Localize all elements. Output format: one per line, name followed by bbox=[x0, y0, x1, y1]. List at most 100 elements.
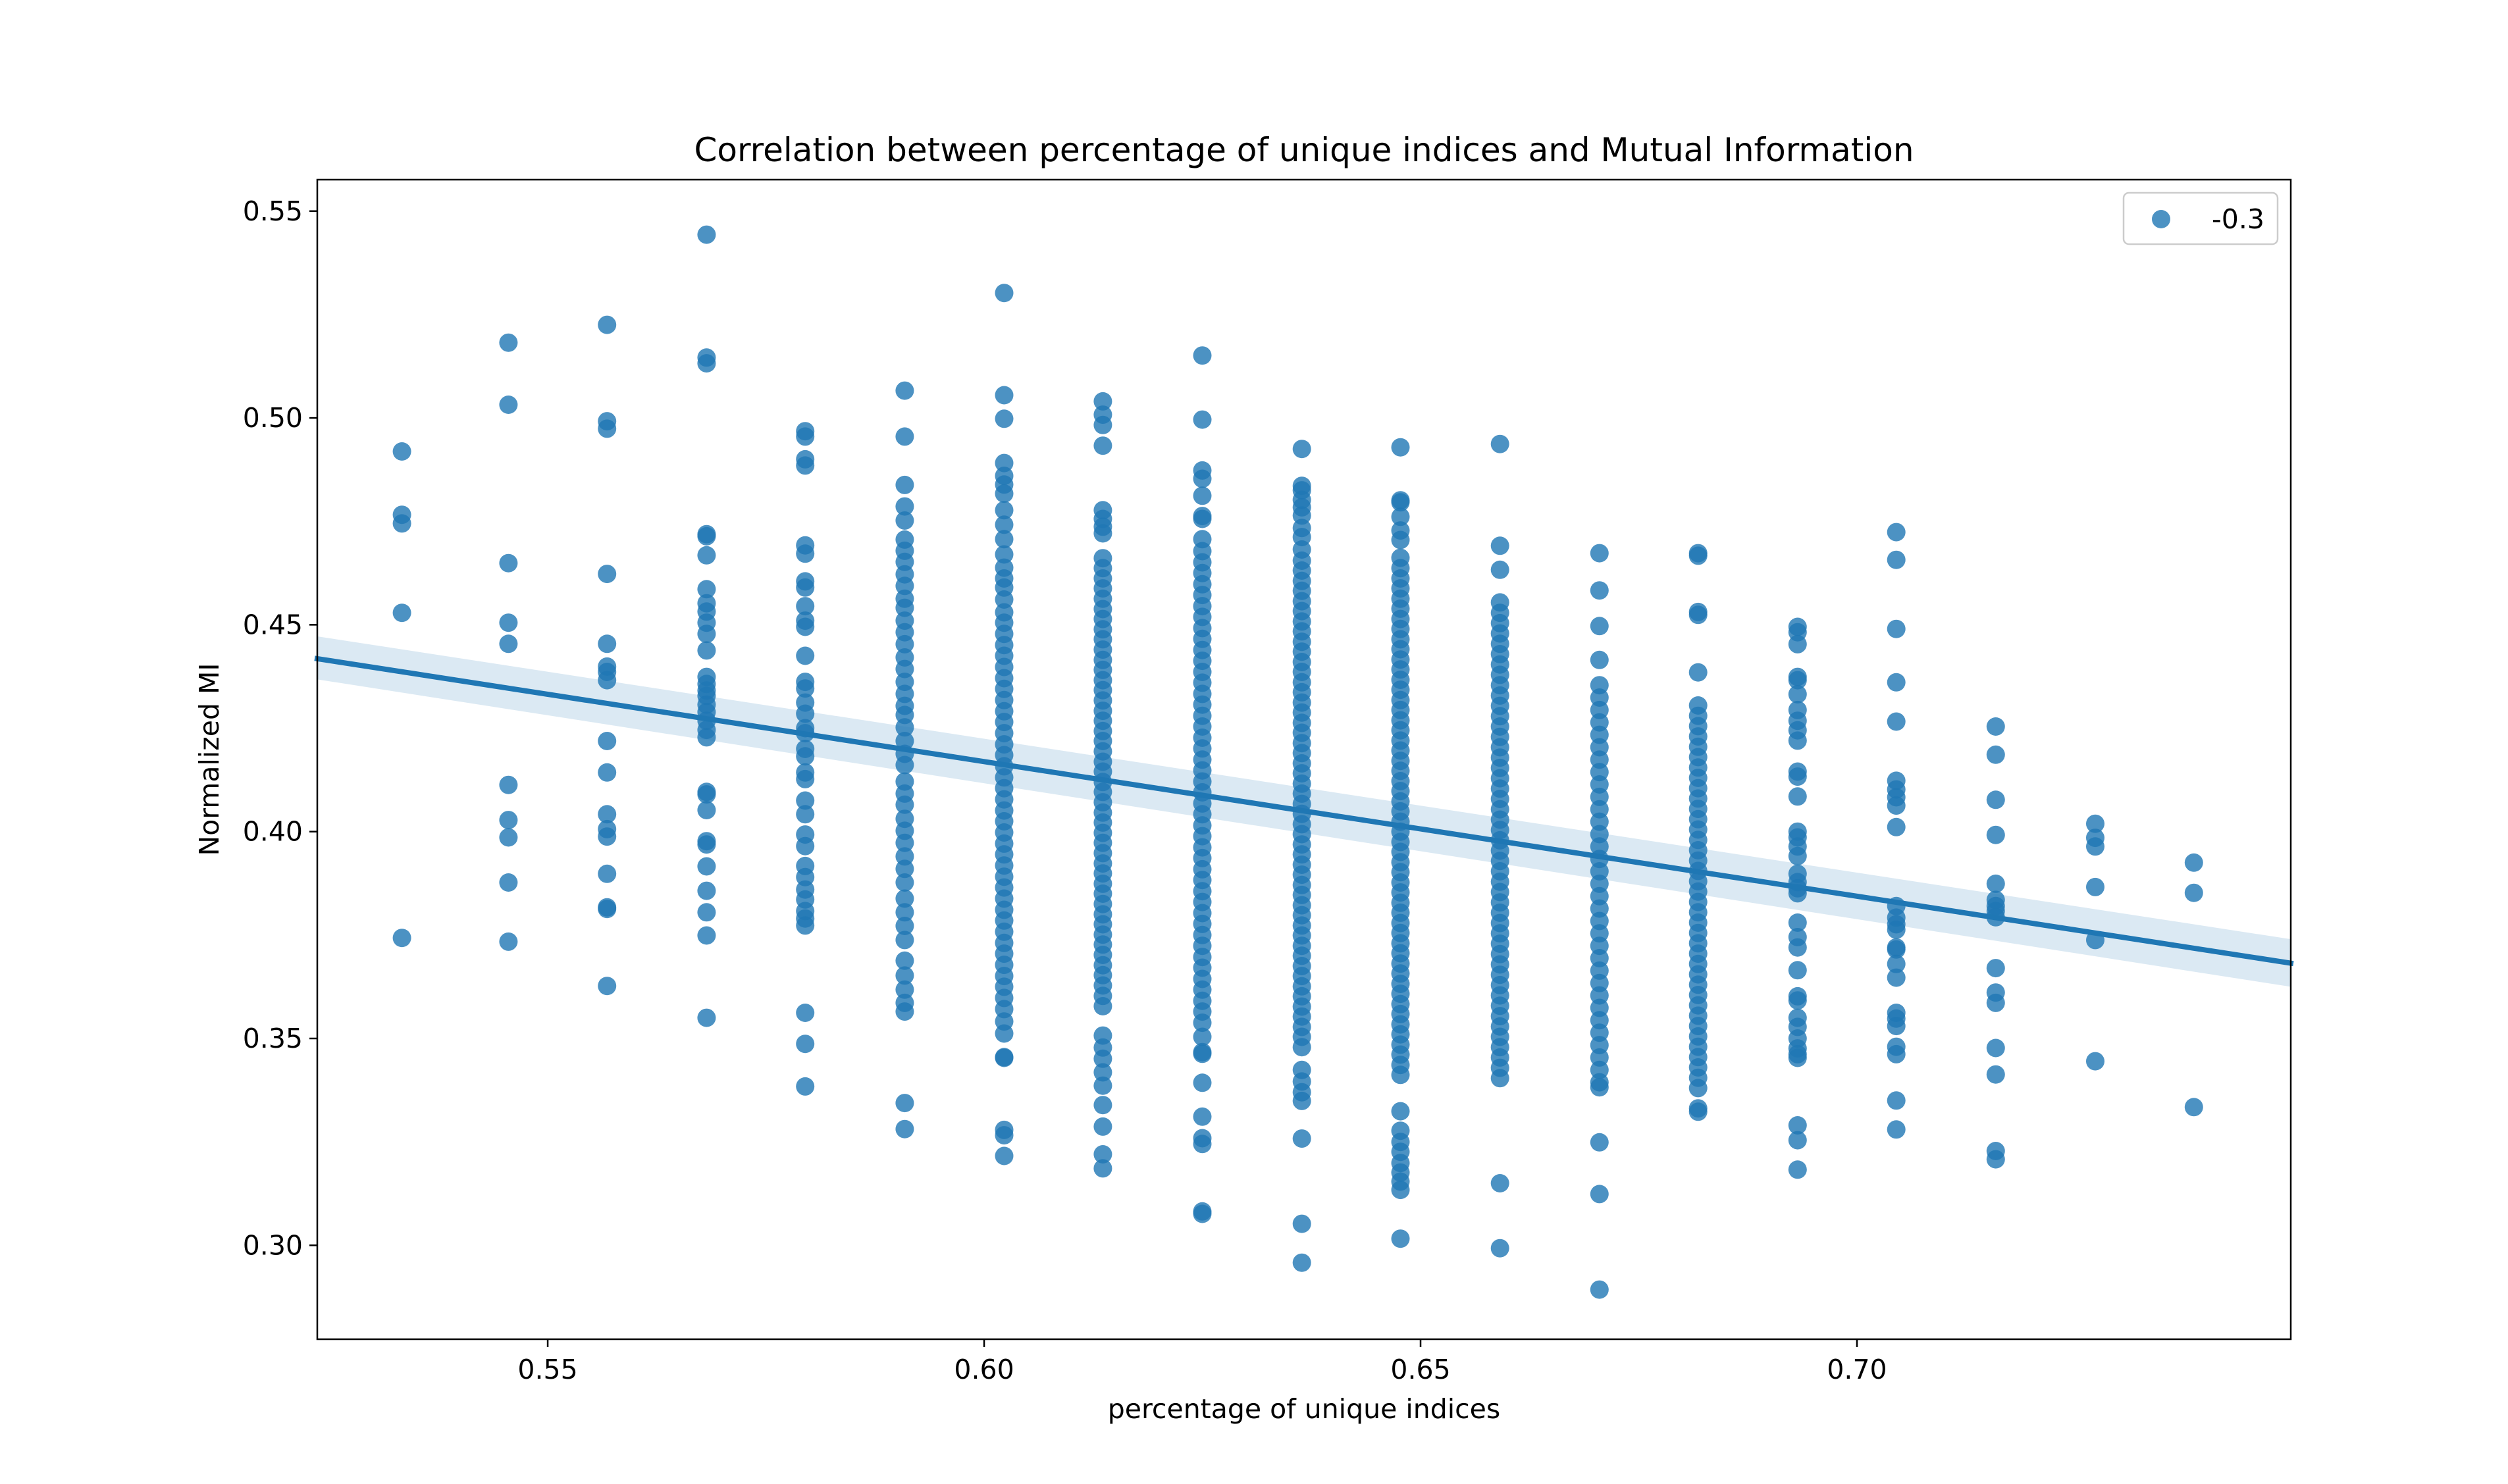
data-point bbox=[2184, 883, 2203, 902]
data-point bbox=[895, 427, 914, 446]
data-point bbox=[1193, 1044, 1212, 1063]
data-point bbox=[1490, 1069, 1509, 1088]
data-point bbox=[895, 732, 914, 750]
data-point bbox=[1193, 486, 1212, 505]
data-point bbox=[499, 553, 518, 573]
data-point bbox=[1093, 415, 1112, 434]
data-point bbox=[1292, 1214, 1311, 1233]
data-point bbox=[1590, 1280, 1609, 1299]
data-point bbox=[2086, 814, 2104, 833]
data-point bbox=[1688, 663, 1708, 682]
data-point bbox=[1590, 617, 1609, 636]
y-tick-label: 0.45 bbox=[243, 609, 303, 640]
data-point bbox=[1093, 997, 1112, 1015]
y-tick-label: 0.40 bbox=[243, 816, 303, 848]
data-point bbox=[995, 515, 1014, 534]
data-point bbox=[1788, 671, 1807, 690]
data-point bbox=[895, 931, 914, 950]
data-point bbox=[1788, 787, 1807, 806]
data-point bbox=[1093, 1159, 1112, 1178]
data-point bbox=[697, 728, 716, 747]
data-point bbox=[1490, 560, 1509, 579]
data-point bbox=[1986, 717, 2005, 736]
data-point bbox=[895, 1119, 914, 1139]
data-point bbox=[1788, 767, 1807, 786]
data-point bbox=[2086, 877, 2104, 896]
data-point bbox=[499, 873, 518, 892]
data-point bbox=[697, 801, 716, 819]
data-point bbox=[1887, 1017, 1906, 1036]
data-point bbox=[796, 1035, 815, 1054]
data-point bbox=[1391, 1102, 1410, 1121]
data-point bbox=[1490, 434, 1509, 453]
data-point bbox=[1292, 1038, 1311, 1057]
data-point bbox=[1887, 619, 1906, 638]
data-point bbox=[598, 671, 617, 690]
data-point bbox=[598, 565, 617, 584]
data-point bbox=[995, 590, 1014, 609]
data-point bbox=[392, 514, 411, 533]
data-point bbox=[499, 613, 518, 632]
data-point bbox=[796, 916, 815, 935]
y-tick-label: 0.50 bbox=[243, 402, 303, 434]
regression-line bbox=[314, 655, 2294, 967]
data-point bbox=[1590, 1078, 1609, 1097]
data-point bbox=[1093, 524, 1112, 543]
data-point bbox=[895, 475, 914, 494]
data-point bbox=[895, 873, 914, 892]
x-axis-label: percentage of unique indices bbox=[1108, 1393, 1501, 1425]
data-point bbox=[598, 805, 617, 824]
data-point bbox=[1391, 493, 1410, 512]
data-point bbox=[1887, 817, 1906, 836]
data-point bbox=[895, 903, 914, 922]
data-point bbox=[1887, 550, 1906, 569]
data-point bbox=[1887, 796, 1906, 815]
data-point bbox=[1986, 790, 2005, 809]
data-point bbox=[895, 634, 914, 653]
data-point bbox=[895, 755, 914, 775]
data-point bbox=[598, 315, 617, 334]
y-tick-label: 0.30 bbox=[243, 1229, 303, 1261]
data-point bbox=[1887, 968, 1906, 987]
data-point bbox=[995, 1048, 1014, 1067]
data-point bbox=[499, 811, 518, 830]
data-point bbox=[499, 828, 518, 847]
data-point bbox=[895, 1094, 914, 1113]
data-point bbox=[1490, 1239, 1509, 1258]
y-tick-label: 0.35 bbox=[243, 1023, 303, 1054]
data-point bbox=[796, 617, 815, 636]
data-point bbox=[598, 419, 617, 438]
data-point bbox=[796, 427, 815, 446]
data-point bbox=[796, 1077, 815, 1096]
data-point bbox=[995, 409, 1014, 428]
data-point bbox=[1788, 685, 1807, 704]
data-point bbox=[697, 881, 716, 900]
data-point bbox=[1986, 1038, 2005, 1058]
data-point bbox=[697, 580, 716, 599]
data-point bbox=[895, 833, 914, 852]
data-point bbox=[895, 795, 914, 814]
data-point bbox=[1193, 1073, 1212, 1092]
data-point bbox=[1590, 1185, 1609, 1204]
data-point bbox=[895, 889, 914, 908]
data-point bbox=[1688, 605, 1708, 625]
data-point bbox=[2184, 853, 2203, 872]
data-point bbox=[796, 704, 815, 723]
data-point bbox=[697, 354, 716, 373]
data-point bbox=[697, 835, 716, 854]
data-point bbox=[1093, 1049, 1112, 1068]
data-point bbox=[895, 598, 914, 617]
data-point bbox=[1391, 1065, 1410, 1085]
data-point bbox=[392, 929, 411, 948]
data-point bbox=[995, 545, 1014, 564]
data-point bbox=[895, 659, 914, 678]
legend: -0.3 bbox=[2122, 192, 2279, 245]
data-point bbox=[895, 1002, 914, 1021]
data-point bbox=[1193, 1135, 1212, 1154]
data-point bbox=[1193, 1107, 1212, 1126]
data-point bbox=[796, 597, 815, 616]
data-point bbox=[499, 775, 518, 794]
data-point bbox=[598, 732, 617, 750]
data-point bbox=[1688, 546, 1708, 565]
